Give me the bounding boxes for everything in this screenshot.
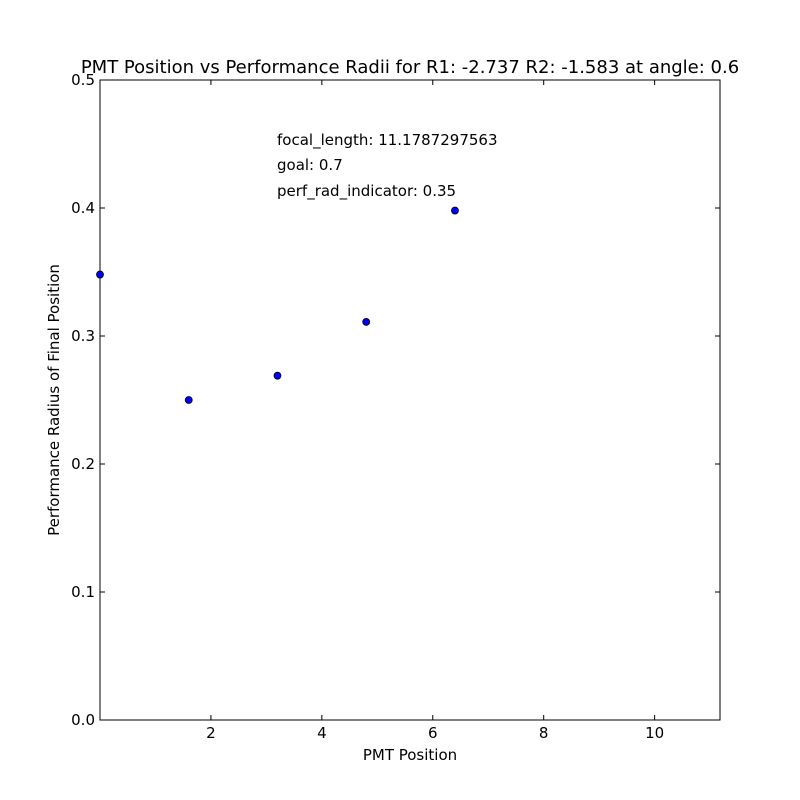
annotation-perf-rad-indicator: perf_rad_indicator: 0.35: [277, 182, 456, 201]
plot-area-frame: [99, 79, 721, 721]
scatter-point: [96, 270, 104, 279]
x-tick-label: 2: [206, 724, 216, 742]
x-tick-label: 10: [645, 724, 664, 742]
scatter-point: [184, 396, 193, 404]
data-points: [96, 206, 459, 404]
scatter-point: [362, 318, 371, 326]
y-tick-label: 0.2: [71, 455, 95, 473]
y-tick-label: 0.0: [71, 711, 95, 729]
scatter-point: [451, 206, 459, 215]
y-axis-label: Performance Radius of Final Position: [45, 264, 63, 536]
y-tick-label: 0.1: [71, 583, 95, 601]
x-tick-label: 6: [428, 724, 438, 742]
x-axis-ticks: 2 4 6 8 10: [206, 80, 664, 742]
x-tick-label: 4: [317, 724, 327, 742]
annotation-focal-length: focal_length: 11.1787297563: [277, 131, 498, 150]
y-tick-label: 0.5: [71, 71, 95, 89]
scatter-point: [273, 371, 282, 380]
x-axis-label: PMT Position: [363, 746, 457, 764]
y-tick-label: 0.4: [71, 199, 95, 217]
y-tick-label: 0.3: [71, 327, 95, 345]
chart-title: PMT Position vs Performance Radii for R1…: [81, 57, 739, 78]
annotation-goal: goal: 0.7: [277, 156, 343, 174]
x-tick-label: 8: [539, 724, 549, 742]
y-axis-ticks: 0.0 0.1 0.2 0.3 0.4 0.5: [71, 71, 720, 729]
